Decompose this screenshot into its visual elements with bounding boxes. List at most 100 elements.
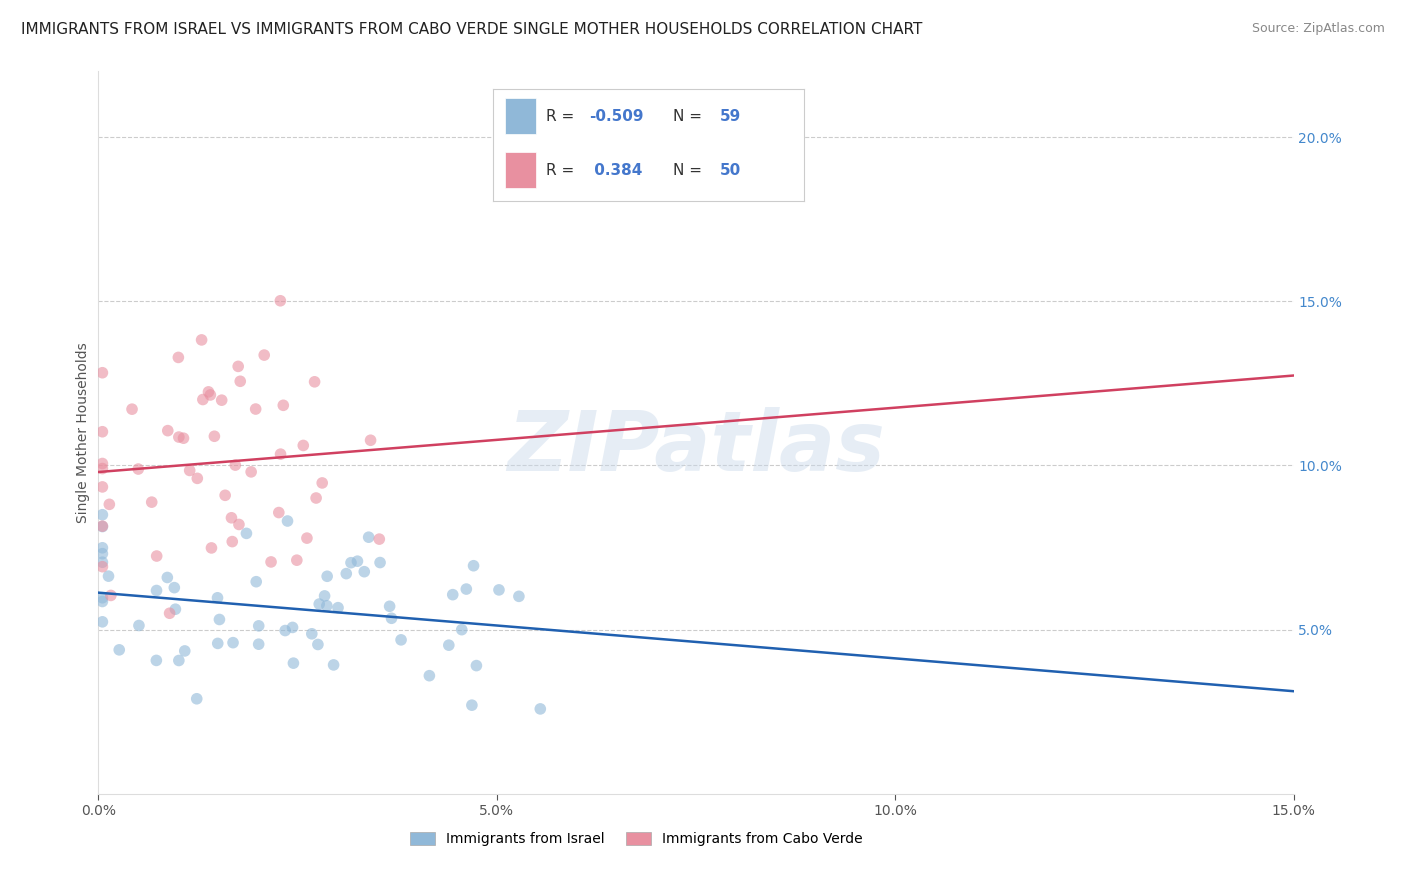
Point xyxy=(456,582,478,596)
Text: Source: ZipAtlas.com: Source: ZipAtlas.com xyxy=(1251,22,1385,36)
Point xyxy=(274,624,297,638)
Point xyxy=(229,374,252,388)
Point xyxy=(91,519,114,533)
Point xyxy=(121,402,143,417)
Point xyxy=(360,434,382,448)
Point xyxy=(529,702,551,716)
Point xyxy=(91,457,114,471)
Point xyxy=(508,590,530,604)
Point xyxy=(200,541,222,555)
Point xyxy=(159,607,181,621)
Point xyxy=(461,698,484,713)
Point xyxy=(91,366,114,380)
Point xyxy=(463,558,485,573)
Point xyxy=(304,375,326,389)
Point xyxy=(441,588,464,602)
Point xyxy=(270,447,292,461)
Point xyxy=(167,653,190,667)
Point xyxy=(292,438,315,452)
Point xyxy=(340,556,363,570)
Point xyxy=(91,559,114,574)
Point xyxy=(167,351,190,365)
Point xyxy=(488,582,510,597)
Point xyxy=(267,506,290,520)
Point xyxy=(91,555,114,569)
Point xyxy=(91,480,114,494)
Point xyxy=(281,620,304,634)
Point xyxy=(221,510,243,524)
Point xyxy=(465,658,488,673)
Point xyxy=(91,615,114,629)
Point xyxy=(128,618,150,632)
Point xyxy=(98,497,121,511)
Point xyxy=(91,594,114,608)
Point xyxy=(253,348,276,362)
Point xyxy=(100,589,122,603)
Point xyxy=(108,643,131,657)
Point xyxy=(226,359,249,374)
Point xyxy=(197,384,219,399)
Point xyxy=(165,602,187,616)
Point xyxy=(145,583,167,598)
Point xyxy=(190,333,212,347)
Point xyxy=(163,581,186,595)
Point xyxy=(389,632,412,647)
Point xyxy=(91,591,114,605)
Point xyxy=(186,691,208,706)
Point xyxy=(186,471,208,485)
Point xyxy=(91,547,114,561)
Point xyxy=(240,465,263,479)
Point xyxy=(214,488,236,502)
Point xyxy=(418,668,440,682)
Point xyxy=(224,458,246,472)
Point xyxy=(200,388,222,402)
Point xyxy=(311,475,333,490)
Point xyxy=(235,526,257,541)
Point xyxy=(353,565,375,579)
Point xyxy=(295,531,318,545)
Point xyxy=(145,653,167,667)
Point xyxy=(91,461,114,475)
Point xyxy=(191,392,214,407)
Point xyxy=(202,429,225,443)
Point xyxy=(368,532,391,546)
Point xyxy=(222,635,245,649)
Point xyxy=(378,599,401,614)
Point xyxy=(357,530,380,544)
Point xyxy=(247,619,270,633)
Legend: Immigrants from Israel, Immigrants from Cabo Verde: Immigrants from Israel, Immigrants from … xyxy=(405,827,868,852)
Point xyxy=(269,293,291,308)
Point xyxy=(91,519,114,533)
Point xyxy=(368,556,391,570)
Point xyxy=(276,514,298,528)
Point xyxy=(179,463,201,477)
Point xyxy=(301,627,323,641)
Point xyxy=(228,517,250,532)
Point xyxy=(335,566,357,581)
Point xyxy=(91,508,114,522)
Point xyxy=(437,638,460,652)
Point xyxy=(173,431,195,445)
Point xyxy=(285,553,308,567)
Point xyxy=(316,569,339,583)
Point xyxy=(322,657,344,672)
Point xyxy=(208,612,231,626)
Point xyxy=(91,425,114,439)
Point xyxy=(260,555,283,569)
Y-axis label: Single Mother Households: Single Mother Households xyxy=(76,343,90,523)
Point xyxy=(326,600,349,615)
Point xyxy=(245,574,267,589)
Point xyxy=(245,402,267,417)
Point xyxy=(145,549,167,563)
Point xyxy=(156,570,179,584)
Point xyxy=(97,569,120,583)
Point xyxy=(221,534,243,549)
Point xyxy=(450,623,472,637)
Point xyxy=(346,554,368,568)
Point xyxy=(211,393,233,408)
Point xyxy=(91,541,114,555)
Point xyxy=(308,597,330,611)
Point xyxy=(141,495,163,509)
Point xyxy=(167,430,190,444)
Point xyxy=(307,638,329,652)
